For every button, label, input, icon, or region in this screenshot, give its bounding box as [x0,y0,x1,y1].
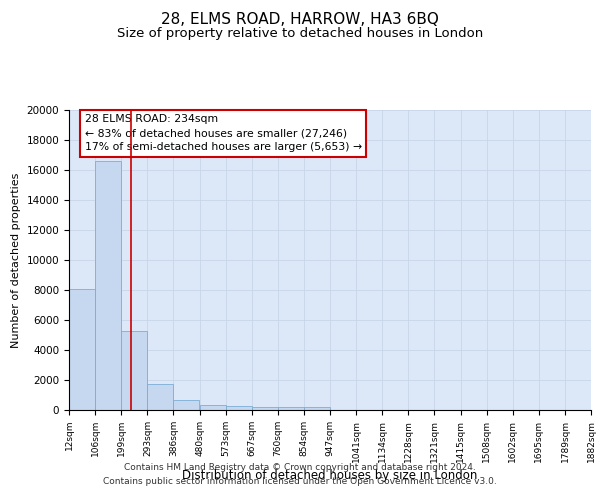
Bar [173,400,199,410]
Bar [69,288,95,410]
Bar [304,408,330,410]
Bar [121,330,147,410]
Bar [278,407,304,410]
Bar [200,405,226,410]
Text: 28, ELMS ROAD, HARROW, HA3 6BQ: 28, ELMS ROAD, HARROW, HA3 6BQ [161,12,439,28]
X-axis label: Distribution of detached houses by size in London: Distribution of detached houses by size … [182,469,478,482]
Text: Contains HM Land Registry data © Crown copyright and database right 2024.: Contains HM Land Registry data © Crown c… [124,464,476,472]
Bar [226,406,251,410]
Bar [95,161,121,410]
Y-axis label: Number of detached properties: Number of detached properties [11,172,21,348]
Bar [148,384,173,410]
Text: 28 ELMS ROAD: 234sqm
← 83% of detached houses are smaller (27,246)
17% of semi-d: 28 ELMS ROAD: 234sqm ← 83% of detached h… [85,114,362,152]
Text: Contains public sector information licensed under the Open Government Licence v3: Contains public sector information licen… [103,477,497,486]
Bar [252,406,278,410]
Text: Size of property relative to detached houses in London: Size of property relative to detached ho… [117,28,483,40]
